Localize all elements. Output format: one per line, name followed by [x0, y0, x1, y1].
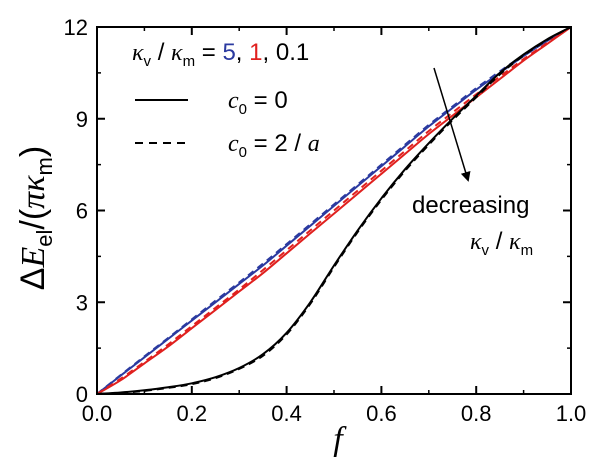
- annotation-arrow: [433, 67, 471, 182]
- legend-solid-c: c: [228, 88, 239, 114]
- y-title-e: E: [15, 247, 52, 269]
- x-tick-label: 0.0: [82, 401, 113, 426]
- x-tick-label: 0.4: [271, 401, 302, 426]
- legend-dashed-label: c0 = 2 / a: [228, 130, 320, 161]
- y-title-delta: Δ: [14, 268, 52, 291]
- annotation-kv: κ: [470, 229, 482, 255]
- legend-eq: =: [195, 39, 222, 66]
- annotation-kv-sub: v: [482, 242, 490, 259]
- x-tick-label: 0.2: [177, 401, 208, 426]
- y-title-kappa-sub: m: [32, 157, 57, 175]
- series-line-1: [96, 26, 572, 395]
- y-tick-label: 0: [76, 382, 88, 407]
- y-tick-label: 3: [76, 290, 88, 315]
- annotation-km-sub: m: [521, 242, 534, 259]
- x-tick-label: 0.6: [366, 401, 397, 426]
- legend-ratio-label: κv / κm = 5, 1, 0.1: [132, 39, 309, 70]
- legend-dashed-rest: = 2 /: [247, 130, 308, 157]
- y-title-pi: π: [15, 191, 52, 209]
- y-tick-label: 6: [76, 199, 88, 224]
- series-line-5: [96, 26, 572, 395]
- annotation-slash: /: [489, 228, 509, 255]
- legend-dashed-c: c: [228, 131, 239, 157]
- y-tick-label: 9: [76, 107, 88, 132]
- y-title-kappa: κ: [15, 175, 52, 192]
- y-title-paren-open: /(: [14, 208, 52, 229]
- x-tick-label: 0.8: [461, 401, 492, 426]
- x-axis-title: f: [333, 421, 347, 458]
- legend-comma-2: ,: [263, 39, 276, 66]
- legend-solid-rest: = 0: [247, 87, 288, 114]
- legend-value-1: 1: [249, 39, 262, 66]
- legend-value-0-1: 0.1: [276, 39, 309, 66]
- x-tick-label: 1.0: [556, 401, 587, 426]
- legend-comma-1: ,: [236, 39, 249, 66]
- legend-dashed-c-sub: 0: [239, 144, 247, 161]
- y-title-paren-close: ): [14, 146, 52, 157]
- ticks-layer: 0.0 0.2 0.4 0.6 0.8 1.0 0 3 6 9 12: [64, 15, 587, 426]
- legend-km-sub: m: [183, 53, 196, 70]
- annotation-decreasing: decreasing: [412, 192, 529, 219]
- y-tick-label: 12: [64, 15, 88, 40]
- y-title-e-sub: el: [32, 230, 57, 247]
- legend-dashed-a: a: [308, 131, 320, 157]
- legend-solid-c-sub: 0: [239, 101, 247, 118]
- legend-kv: κ: [132, 40, 144, 66]
- series-line-2: [96, 26, 572, 395]
- legend-solid-label: c0 = 0: [228, 87, 288, 118]
- legend-value-5: 5: [222, 39, 235, 66]
- annotation-km: κ: [509, 229, 521, 255]
- legend-km: κ: [171, 40, 183, 66]
- legend-slash: /: [151, 39, 171, 66]
- annotation-ratio: κv / κm: [470, 228, 533, 259]
- y-axis-title: ΔEel/(πκm): [14, 146, 57, 290]
- legend-kv-sub: v: [144, 53, 152, 70]
- series-layer: [96, 26, 572, 395]
